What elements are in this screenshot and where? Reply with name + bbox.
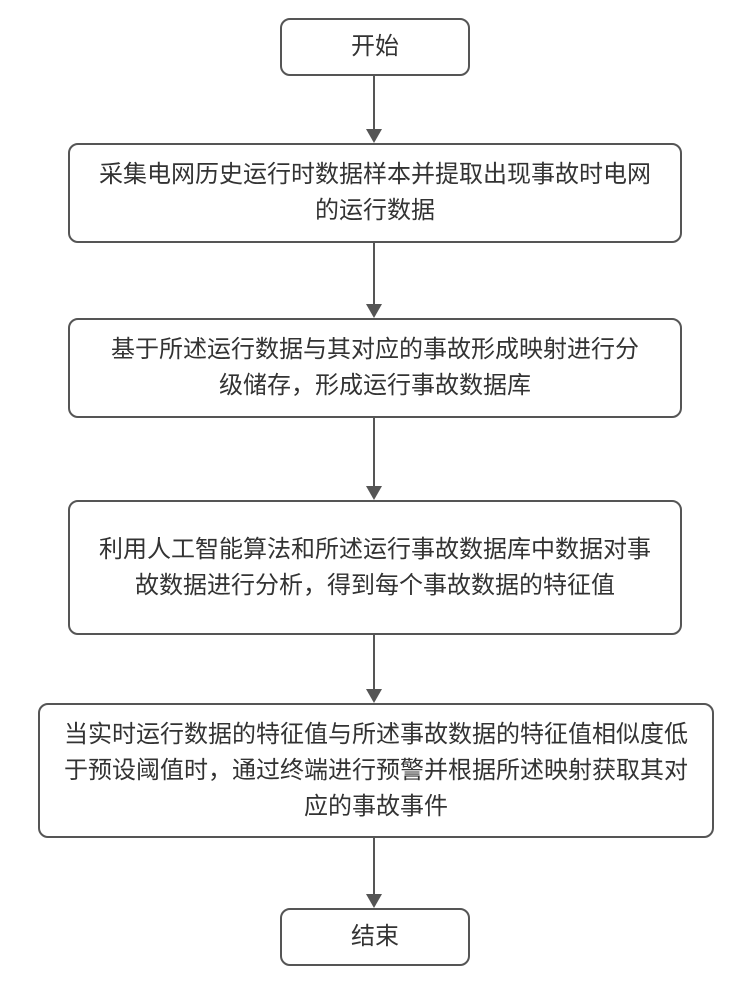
- flow-node-step2: 基于所述运行数据与其对应的事故形成映射进行分级储存，形成运行事故数据库: [68, 318, 682, 418]
- flow-arrow-head: [366, 894, 382, 908]
- flow-arrow-line: [373, 418, 375, 486]
- flow-node-start: 开始: [280, 18, 470, 76]
- flow-arrow-line: [373, 838, 375, 894]
- flow-node-step4: 当实时运行数据的特征值与所述事故数据的特征值相似度低于预设阈值时，通过终端进行预…: [38, 703, 714, 838]
- flow-node-end: 结束: [280, 908, 470, 966]
- flow-arrow-line: [373, 635, 375, 689]
- flow-arrow-head: [366, 486, 382, 500]
- flow-arrow-head: [366, 129, 382, 143]
- flow-node-step3: 利用人工智能算法和所述运行事故数据库中数据对事故数据进行分析，得到每个事故数据的…: [68, 500, 682, 635]
- flow-arrow-line: [373, 76, 375, 129]
- flowchart-canvas: 开始采集电网历史运行时数据样本并提取出现事故时电网的运行数据基于所述运行数据与其…: [0, 0, 751, 1000]
- flow-node-step1: 采集电网历史运行时数据样本并提取出现事故时电网的运行数据: [68, 143, 682, 243]
- flow-arrow-line: [373, 243, 375, 304]
- flow-arrow-head: [366, 304, 382, 318]
- flow-arrow-head: [366, 689, 382, 703]
